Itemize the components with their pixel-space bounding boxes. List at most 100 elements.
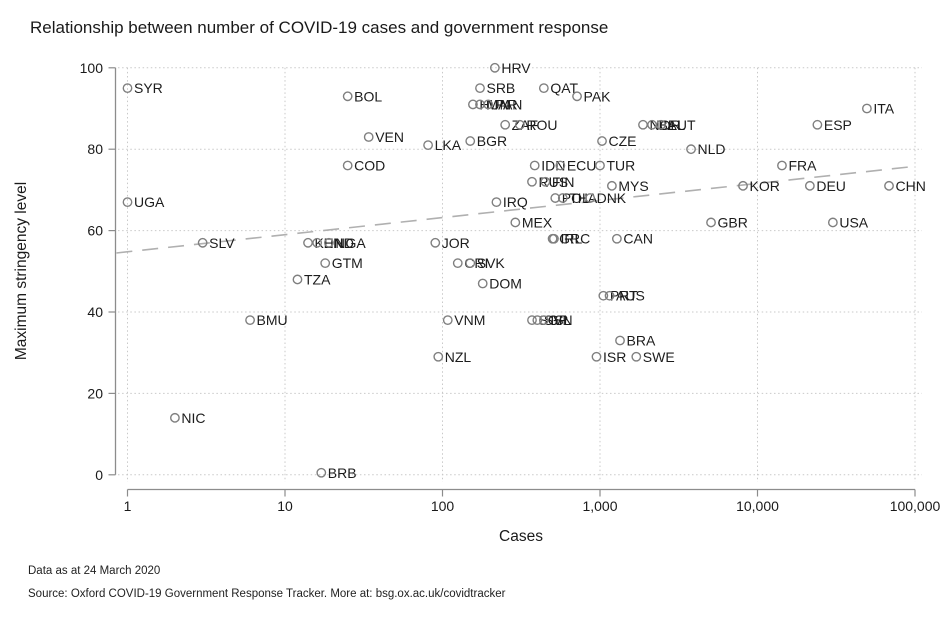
marker-circle xyxy=(122,197,133,208)
marker-circle xyxy=(862,103,872,114)
data-point-irq: IRQ xyxy=(491,194,528,210)
marker-circle xyxy=(585,193,595,203)
point-label: ISL xyxy=(550,312,571,328)
data-point-can: CAN xyxy=(611,231,653,247)
data-point-aut: AUT xyxy=(656,117,696,133)
marker-circle xyxy=(597,136,607,146)
marker-circle xyxy=(686,144,696,155)
marker-circle xyxy=(491,197,502,208)
point-label: TZA xyxy=(304,271,331,287)
marker-circle xyxy=(591,351,602,362)
marker-circle xyxy=(483,99,494,110)
data-point-nic: NIC xyxy=(170,410,206,426)
data-point-esp: ESP xyxy=(812,117,852,133)
y-tick-label: 60 xyxy=(87,223,103,239)
point-label: GTM xyxy=(332,255,363,271)
point-label: IDN xyxy=(541,157,565,173)
point-label: MAR xyxy=(486,96,517,112)
data-point-mys: MYS xyxy=(606,178,649,194)
y-tick-label: 100 xyxy=(80,60,104,76)
marker-circle xyxy=(197,237,208,248)
marker-circle xyxy=(320,258,331,269)
marker-circle xyxy=(500,119,511,130)
marker-circle xyxy=(363,132,374,142)
data-point-pak: PAK xyxy=(572,88,611,104)
data-point-deu: DEU xyxy=(804,178,846,194)
data-points: SYRUGANICSLVBMUTZAKENHNDNGABRBGTMCODBOLV… xyxy=(122,60,926,481)
data-point-nzl: NZL xyxy=(433,349,472,365)
point-label: DNK xyxy=(597,190,627,206)
data-point-nga: NGA xyxy=(324,235,366,251)
data-point-pan: PAN xyxy=(483,96,522,112)
point-label: NZL xyxy=(445,349,472,365)
data-point-idn: IDN xyxy=(529,157,565,173)
point-label: BMU xyxy=(257,312,288,328)
point-label: NLD xyxy=(698,141,726,157)
point-label: FIN xyxy=(552,174,575,190)
point-label: MEX xyxy=(522,214,553,230)
point-label: COD xyxy=(354,157,385,173)
marker-circle xyxy=(527,176,537,187)
marker-circle xyxy=(557,193,568,203)
point-label: DOM xyxy=(489,276,522,292)
data-point-uga: UGA xyxy=(122,194,165,210)
marker-circle xyxy=(477,278,488,289)
marker-circle xyxy=(611,233,622,244)
marker-circle xyxy=(342,91,353,102)
data-point-mex: MEX xyxy=(510,214,553,230)
data-point-vnm: VNM xyxy=(442,312,485,328)
marker-circle xyxy=(538,83,549,94)
point-label: LKA xyxy=(435,137,462,153)
point-label: JOR xyxy=(442,235,470,251)
data-point-usa: USA xyxy=(827,214,869,230)
point-label: NIC xyxy=(181,410,205,426)
marker-circle xyxy=(595,160,605,171)
marker-circle xyxy=(604,290,615,301)
point-label: PRT xyxy=(610,288,638,304)
data-point-jor: JOR xyxy=(430,235,470,251)
marker-circle xyxy=(550,193,561,203)
data-point-svk: SVK xyxy=(465,255,505,271)
point-label: GBR xyxy=(718,214,748,230)
point-label: USA xyxy=(839,214,868,230)
marker-circle xyxy=(342,160,353,171)
data-point-swe: SWE xyxy=(631,349,675,365)
data-point-bra: BRA xyxy=(615,332,656,348)
data-point-isl: ISL xyxy=(538,312,572,328)
marker-circle xyxy=(549,233,559,244)
marker-circle xyxy=(442,315,453,326)
marker-circle xyxy=(510,217,521,228)
point-label: BEL xyxy=(659,117,686,133)
y-tick-label: 0 xyxy=(95,467,103,483)
point-label: CHN xyxy=(896,178,926,194)
marker-circle xyxy=(706,217,716,228)
marker-circle xyxy=(532,315,543,326)
marker-circle xyxy=(245,315,255,326)
marker-circle xyxy=(433,351,444,362)
marker-circle xyxy=(804,180,815,191)
point-label: MYS xyxy=(618,178,648,194)
data-point-ita: ITA xyxy=(862,101,895,117)
data-point-cod: COD xyxy=(342,157,385,173)
point-label: IRL xyxy=(560,231,582,247)
marker-circle xyxy=(598,290,609,301)
point-label: POL xyxy=(562,190,590,206)
point-label: CZE xyxy=(609,133,637,149)
data-point-cze: CZE xyxy=(597,133,637,149)
marker-circle xyxy=(606,180,617,191)
point-label: SYR xyxy=(134,80,163,96)
data-point-rou: ROU xyxy=(514,117,558,133)
marker-circle xyxy=(292,274,303,285)
point-label: VEN xyxy=(375,129,404,145)
data-point-bol: BOL xyxy=(342,88,382,104)
marker-circle xyxy=(122,83,133,94)
point-label: BRB xyxy=(328,465,357,481)
marker-circle xyxy=(738,180,748,191)
point-label: SLV xyxy=(209,235,235,251)
data-point-gtm: GTM xyxy=(320,255,363,271)
point-label: ROU xyxy=(526,117,557,133)
point-label: TUR xyxy=(607,157,636,173)
x-tick-label: 10 xyxy=(277,498,293,514)
point-label: BRA xyxy=(627,332,656,348)
